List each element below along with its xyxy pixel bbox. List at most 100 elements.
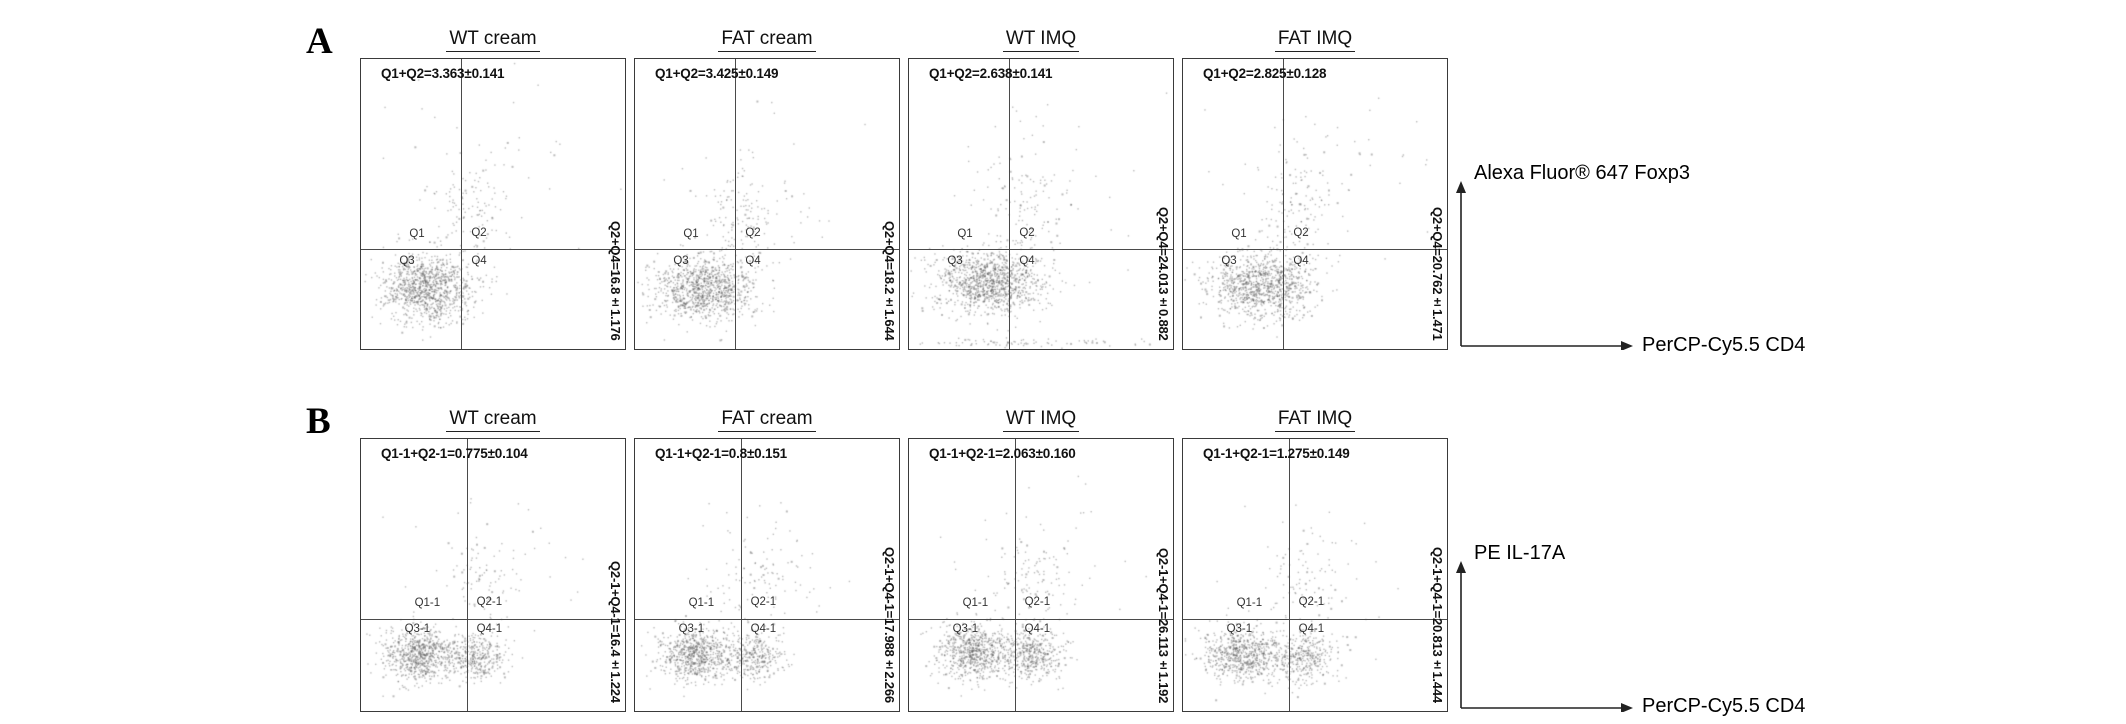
scatter-dots-canvas (635, 439, 899, 711)
side-stat: Q2+Q4=20.762±1.471 (1430, 207, 1445, 341)
quadrant-label-q1: Q1 (1231, 227, 1247, 240)
panel-title: WT cream (360, 28, 626, 58)
quadrant-label-q4: Q4-1 (1298, 622, 1325, 635)
x-axis-arrowhead (1621, 703, 1633, 712)
side-stat: Q2+Q4=16.8±1.176 (608, 221, 623, 341)
scatter-plot: Q1-1+Q2-1=0.775±0.104 Q1-1 Q2-1 Q3-1 Q4-… (360, 438, 626, 712)
flow-panel-a1: WT cream Q1+Q2=3.363±0.141 Q1 Q2 Q3 Q4 Q… (360, 28, 626, 350)
quadrant-label-q3: Q3 (673, 254, 689, 267)
side-stat: Q2-1+Q4-1=16.4±1.224 (608, 561, 623, 703)
flow-panel-a3: WT IMQ Q1+Q2=2.638±0.141 Q1 Q2 Q3 Q4 Q2+… (908, 28, 1174, 350)
gate-stat: Q1+Q2=2.638±0.141 (929, 66, 1053, 81)
gate-stat: Q1+Q2=2.825±0.128 (1203, 66, 1327, 81)
quadrant-label-q2: Q2 (471, 226, 487, 239)
quadrant-horizontal-line (361, 248, 625, 250)
axis-indicator-a: Alexa Fluor® 647 Foxp3 PerCP-Cy5.5 CD4 (1452, 58, 1872, 356)
quadrant-label-q2: Q2-1 (476, 596, 503, 609)
quadrant-label-q2: Q2-1 (750, 596, 777, 609)
quadrant-label-q3: Q3-1 (404, 622, 431, 635)
quadrant-vertical-line (461, 59, 463, 349)
panel-title: FAT IMQ (1182, 28, 1448, 58)
panel-title-text: WT cream (446, 408, 540, 432)
quadrant-label-q3: Q3-1 (678, 622, 705, 635)
scatter-plot: Q1-1+Q2-1=1.275±0.149 Q1-1 Q2-1 Q3-1 Q4-… (1182, 438, 1448, 712)
side-stat: Q2+Q4=24.013±0.882 (1156, 207, 1171, 341)
flow-panel-b2: FAT cream Q1-1+Q2-1=0.8±0.151 Q1-1 Q2-1 … (634, 408, 900, 712)
quadrant-vertical-line (740, 439, 742, 711)
axis-indicator-b: PE IL-17A PerCP-Cy5.5 CD4 (1452, 438, 1872, 717)
panel-title-text: FAT cream (718, 28, 816, 52)
side-stat: Q2-1+Q4-1=20.813±1.444 (1430, 547, 1445, 703)
panel-title: FAT IMQ (1182, 408, 1448, 438)
scatter-dots-canvas (361, 59, 625, 349)
quadrant-label-q3: Q3 (399, 254, 415, 267)
scatter-dots-canvas (909, 439, 1173, 711)
flow-panel-b1: WT cream Q1-1+Q2-1=0.775±0.104 Q1-1 Q2-1… (360, 408, 626, 712)
row-a-panels: WT cream Q1+Q2=3.363±0.141 Q1 Q2 Q3 Q4 Q… (360, 28, 1448, 350)
gate-stat: Q1-1+Q2-1=0.775±0.104 (381, 446, 528, 461)
panel-title: WT IMQ (908, 28, 1174, 58)
quadrant-label-q4: Q4 (471, 254, 487, 267)
flow-panel-a2: FAT cream Q1+Q2=3.425±0.149 Q1 Q2 Q3 Q4 … (634, 28, 900, 350)
axis-arrows (1456, 561, 1633, 712)
panel-title: FAT cream (634, 408, 900, 438)
y-axis-arrowhead (1456, 561, 1466, 573)
quadrant-label-q1: Q1-1 (688, 597, 715, 610)
quadrant-label-q4: Q4 (1293, 254, 1309, 267)
y-axis-label: Alexa Fluor® 647 Foxp3 (1474, 162, 1690, 184)
quadrant-label-q3: Q3-1 (1226, 622, 1253, 635)
scatter-dots-canvas (361, 439, 625, 711)
quadrant-label-q4: Q4-1 (1024, 622, 1051, 635)
scatter-dots-canvas (1183, 439, 1447, 711)
quadrant-vertical-line (1283, 59, 1285, 349)
row-a-letter: A (306, 21, 333, 62)
panel-title-text: WT IMQ (1002, 28, 1080, 52)
quadrant-label-q1: Q1 (683, 227, 699, 240)
flow-panel-b3: WT IMQ Q1-1+Q2-1=2.063±0.160 Q1-1 Q2-1 Q… (908, 408, 1174, 712)
scatter-plot: Q1+Q2=2.638±0.141 Q1 Q2 Q3 Q4 Q2+Q4=24.0… (908, 58, 1174, 350)
quadrant-label-q1: Q1-1 (1236, 597, 1263, 610)
panel-title: WT cream (360, 408, 626, 438)
x-axis-label: PerCP-Cy5.5 CD4 (1642, 695, 1806, 717)
scatter-dots-canvas (1183, 59, 1447, 349)
quadrant-horizontal-line (635, 618, 899, 620)
quadrant-horizontal-line (909, 248, 1173, 250)
flow-panel-b4: FAT IMQ Q1-1+Q2-1=1.275±0.149 Q1-1 Q2-1 … (1182, 408, 1448, 712)
panel-title-text: WT IMQ (1002, 408, 1080, 432)
quadrant-horizontal-line (1183, 618, 1447, 620)
quadrant-label-q4: Q4 (1019, 254, 1035, 267)
quadrant-label-q3: Q3-1 (952, 622, 979, 635)
x-axis-arrowhead (1621, 341, 1633, 350)
quadrant-vertical-line (1009, 59, 1011, 349)
quadrant-label-q1: Q1-1 (962, 597, 989, 610)
gate-stat: Q1-1+Q2-1=2.063±0.160 (929, 446, 1076, 461)
scatter-dots-canvas (909, 59, 1173, 349)
quadrant-vertical-line (1288, 439, 1290, 711)
quadrant-label-q2: Q2 (745, 226, 761, 239)
panel-title-text: FAT cream (718, 408, 816, 432)
quadrant-label-q2: Q2 (1019, 226, 1035, 239)
scatter-dots-canvas (635, 59, 899, 349)
scatter-plot: Q1-1+Q2-1=2.063±0.160 Q1-1 Q2-1 Q3-1 Q4-… (908, 438, 1174, 712)
quadrant-label-q1: Q1 (957, 227, 973, 240)
quadrant-label-q3: Q3 (1221, 254, 1237, 267)
quadrant-horizontal-line (635, 248, 899, 250)
scatter-plot: Q1+Q2=3.425±0.149 Q1 Q2 Q3 Q4 Q2+Q4=18.2… (634, 58, 900, 350)
quadrant-vertical-line (1014, 439, 1016, 711)
scatter-plot: Q1-1+Q2-1=0.8±0.151 Q1-1 Q2-1 Q3-1 Q4-1 … (634, 438, 900, 712)
quadrant-label-q2: Q2 (1293, 226, 1309, 239)
quadrant-label-q3: Q3 (947, 254, 963, 267)
gate-stat: Q1+Q2=3.425±0.149 (655, 66, 779, 81)
scatter-plot: Q1+Q2=3.363±0.141 Q1 Q2 Q3 Q4 Q2+Q4=16.8… (360, 58, 626, 350)
quadrant-vertical-line (735, 59, 737, 349)
quadrant-label-q1: Q1-1 (414, 597, 441, 610)
row-b-panels: WT cream Q1-1+Q2-1=0.775±0.104 Q1-1 Q2-1… (360, 408, 1448, 712)
quadrant-horizontal-line (361, 618, 625, 620)
x-axis-label: PerCP-Cy5.5 CD4 (1642, 334, 1806, 356)
panel-title-text: WT cream (446, 28, 540, 52)
panel-title-text: FAT IMQ (1274, 408, 1356, 432)
axis-arrows (1456, 181, 1633, 350)
scatter-plot: Q1+Q2=2.825±0.128 Q1 Q2 Q3 Q4 Q2+Q4=20.7… (1182, 58, 1448, 350)
quadrant-label-q4: Q4-1 (476, 622, 503, 635)
